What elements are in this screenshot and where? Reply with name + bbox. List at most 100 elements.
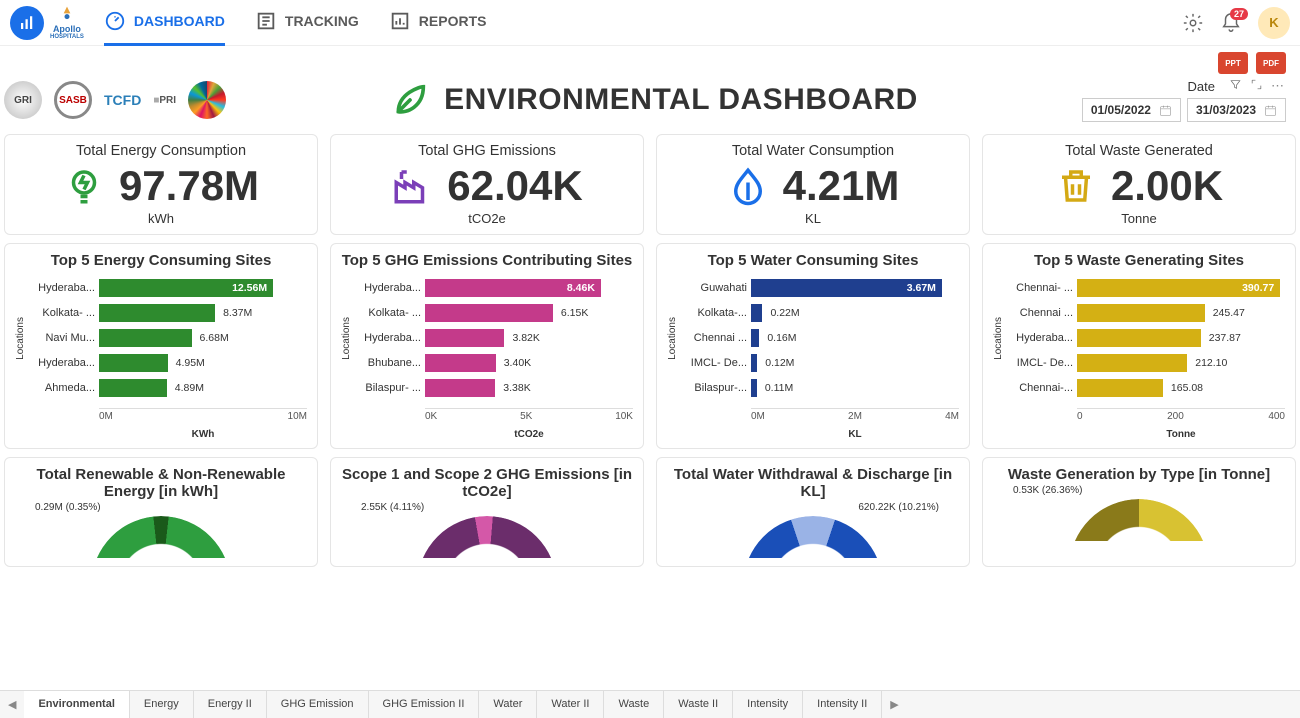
bar[interactable]: 6.68M (99, 329, 192, 347)
bar-track: 390.77 (1077, 279, 1285, 297)
bar[interactable]: 212.10 (1077, 354, 1187, 372)
bar[interactable]: 3.82K (425, 329, 504, 347)
bar-track: 237.87 (1077, 329, 1285, 347)
bar-label: Ahmeda... (33, 382, 99, 394)
bar[interactable]: 0.22M (751, 304, 762, 322)
donut-chart[interactable] (91, 516, 231, 558)
sheet-tab-waste[interactable]: Waste (604, 691, 664, 718)
tabs-next-button[interactable]: ▶ (882, 691, 906, 718)
bar-value: 8.46K (567, 282, 595, 294)
bar-track: 165.08 (1077, 379, 1285, 397)
bar-value: 6.68M (200, 332, 229, 344)
bar[interactable]: 3.67M (751, 279, 942, 297)
bar-track: 3.38K (425, 379, 633, 397)
tab-reports[interactable]: REPORTS (389, 0, 487, 46)
bar-value: 8.37M (223, 307, 252, 319)
bar-track: 0.22M (751, 304, 959, 322)
bar[interactable]: 3.40K (425, 354, 496, 372)
sheet-tab-energy-ii[interactable]: Energy II (194, 691, 267, 718)
donut-chart[interactable] (1069, 499, 1209, 541)
export-pdf-button[interactable]: PDF (1256, 52, 1286, 74)
avatar[interactable]: K (1258, 7, 1290, 39)
sheet-tabs: ◀ EnvironmentalEnergyEnergy IIGHG Emissi… (0, 690, 1300, 718)
bar-label: Hyderaba... (359, 282, 425, 294)
bar-track: 6.15K (425, 304, 633, 322)
x-axis: 0200400 (1077, 408, 1285, 422)
bar[interactable]: 8.37M (99, 304, 215, 322)
page-title: ENVIRONMENTAL DASHBOARD (444, 83, 918, 117)
bar[interactable]: 3.38K (425, 379, 495, 397)
sheet-tab-energy[interactable]: Energy (130, 691, 194, 718)
tab-tracking[interactable]: TRACKING (255, 0, 359, 46)
bar-label: Bilaspur-... (685, 382, 751, 394)
standards-logos: GRI SASB TCFD ■PRI (4, 81, 226, 119)
tabs-prev-button[interactable]: ◀ (0, 691, 24, 718)
date-from-input[interactable]: 01/05/2022 (1082, 98, 1181, 122)
sheet-tab-intensity-ii[interactable]: Intensity II (803, 691, 882, 718)
bell-icon[interactable]: 27 (1220, 12, 1242, 34)
bar-track: 3.82K (425, 329, 633, 347)
bar[interactable]: 0.11M (751, 379, 757, 397)
bar-label: Chennai- ... (1011, 282, 1077, 294)
export-ppt-button[interactable]: PPT (1218, 52, 1248, 74)
sheet-tab-water-ii[interactable]: Water II (537, 691, 604, 718)
bar-value: 3.67M (907, 282, 936, 294)
donut-chart[interactable] (743, 516, 883, 558)
more-icon[interactable]: ⋯ (1271, 78, 1286, 94)
donut-callout: 0.29M (0.35%) (35, 502, 101, 513)
chart-title: Top 5 GHG Emissions Contributing Sites (341, 252, 633, 269)
chart-title: Total Renewable & Non-Renewable Energy [… (15, 466, 307, 500)
header-row: GRI SASB TCFD ■PRI ENVIRONMENTAL DASHBOA… (0, 74, 1300, 126)
sheet-tab-water[interactable]: Water (479, 691, 537, 718)
date-to-input[interactable]: 31/03/2023 (1187, 98, 1286, 122)
donut-row: Total Renewable & Non-Renewable Energy [… (0, 457, 1300, 567)
x-axis: 0M10M (99, 408, 307, 422)
brand-logo: ApolloHOSPITALS (50, 5, 84, 40)
chart-title: Scope 1 and Scope 2 GHG Emissions [in tC… (341, 466, 633, 500)
bar-value: 245.47 (1213, 307, 1245, 319)
tab-dashboard[interactable]: DASHBOARD (104, 0, 225, 46)
kpi-row: Total Energy Consumption 97.78M kWh Total… (0, 126, 1300, 243)
sheet-tab-waste-ii[interactable]: Waste II (664, 691, 733, 718)
sheet-tab-intensity[interactable]: Intensity (733, 691, 803, 718)
chart-title: Waste Generation by Type [in Tonne] (993, 466, 1285, 483)
sasb-logo: SASB (54, 81, 92, 119)
bar-label: Guwahati (685, 282, 751, 294)
expand-icon[interactable] (1250, 78, 1263, 91)
bar[interactable]: 0.12M (751, 354, 757, 372)
bar-value: 3.38K (503, 382, 530, 394)
bar-value: 390.77 (1242, 282, 1274, 294)
bar[interactable]: 390.77 (1077, 279, 1280, 297)
bar-label: Kolkata- ... (33, 307, 99, 319)
bar[interactable]: 165.08 (1077, 379, 1163, 397)
bar[interactable]: 8.46K (425, 279, 601, 297)
bar-value: 3.40K (504, 357, 531, 369)
bar[interactable]: 12.56M (99, 279, 273, 297)
bar-value: 165.08 (1171, 382, 1203, 394)
bar[interactable]: 237.87 (1077, 329, 1201, 347)
bar-track: 8.46K (425, 279, 633, 297)
sheet-tab-ghg-emission[interactable]: GHG Emission (267, 691, 369, 718)
filter-icon[interactable] (1229, 78, 1242, 91)
x-axis: 0M2M4M (751, 408, 959, 422)
bar-value: 12.56M (232, 282, 267, 294)
bar-label: Chennai ... (685, 332, 751, 344)
kpi-card-0: Total Energy Consumption 97.78M kWh (4, 134, 318, 235)
bar-value: 3.82K (512, 332, 539, 344)
kpi-title: Total GHG Emissions (341, 143, 633, 159)
app-logo (10, 6, 44, 40)
sheet-tab-ghg-emission-ii[interactable]: GHG Emission II (369, 691, 480, 718)
bar[interactable]: 245.47 (1077, 304, 1205, 322)
bar[interactable]: 4.95M (99, 354, 168, 372)
bar[interactable]: 0.16M (751, 329, 759, 347)
bar-value: 0.16M (767, 332, 796, 344)
sheet-tab-environmental[interactable]: Environmental (24, 691, 129, 718)
gear-icon[interactable] (1182, 12, 1204, 34)
donut-callout: 620.22K (10.21%) (858, 502, 939, 513)
x-axis: 0K5K10K (425, 408, 633, 422)
bar[interactable]: 6.15K (425, 304, 553, 322)
donut-chart[interactable] (417, 516, 557, 558)
bar[interactable]: 4.89M (99, 379, 167, 397)
bar-value: 4.95M (176, 357, 205, 369)
bar-chart-card-0: Top 5 Energy Consuming Sites Locations H… (4, 243, 318, 449)
